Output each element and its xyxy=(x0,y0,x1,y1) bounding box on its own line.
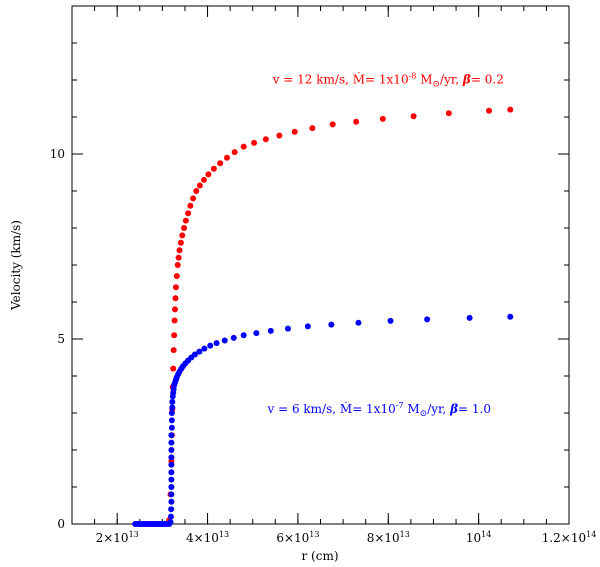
data-point xyxy=(223,154,230,161)
data-point xyxy=(185,210,192,217)
data-point xyxy=(168,439,175,446)
data-point xyxy=(217,160,224,167)
data-point xyxy=(168,461,175,468)
data-point xyxy=(172,306,179,313)
data-point xyxy=(213,340,220,347)
data-point xyxy=(169,398,176,405)
data-point xyxy=(168,498,175,505)
data-point xyxy=(262,136,269,143)
x-tick-labels: 2×1013 4×1013 6×1013 8×1013 1014 1.2×1014 xyxy=(96,530,597,545)
data-point xyxy=(253,330,260,337)
data-point xyxy=(387,317,394,324)
data-point xyxy=(304,323,311,330)
y-tick-label: 10 xyxy=(50,147,65,161)
data-point xyxy=(221,337,228,344)
data-point xyxy=(210,165,217,172)
data-point xyxy=(168,447,175,453)
data-point xyxy=(191,351,198,358)
y-tick-label: 0 xyxy=(57,517,65,531)
series-1 xyxy=(132,106,514,527)
major-ticks xyxy=(72,6,570,525)
data-point xyxy=(196,348,203,355)
data-point xyxy=(187,202,194,209)
data-point xyxy=(173,273,180,280)
x-tick-label: 1.2×1014 xyxy=(542,530,597,545)
data-point xyxy=(168,469,175,476)
data-point xyxy=(240,332,247,339)
data-point xyxy=(251,139,258,146)
data-point xyxy=(329,121,336,128)
data-point xyxy=(410,113,417,120)
y-axis-title: Velocity (km/s) xyxy=(9,220,23,311)
data-point xyxy=(205,171,212,178)
data-point xyxy=(175,254,182,261)
data-point xyxy=(353,118,360,125)
data-point xyxy=(231,149,238,156)
data-point xyxy=(168,424,175,431)
data-point xyxy=(193,188,200,194)
data-point xyxy=(168,417,175,424)
data-point xyxy=(171,332,178,339)
data-point xyxy=(168,491,175,498)
data-point xyxy=(284,325,291,332)
data-point xyxy=(355,319,362,326)
y-tick-labels: 0 5 10 xyxy=(50,147,65,531)
data-point xyxy=(177,239,184,246)
data-point xyxy=(181,225,188,231)
data-point xyxy=(182,217,189,224)
data-point xyxy=(167,513,174,520)
data-point xyxy=(190,195,197,202)
data-point xyxy=(196,182,203,189)
x-tick-label: 2×1013 xyxy=(96,530,139,545)
data-point xyxy=(291,128,298,135)
data-point xyxy=(170,365,177,372)
data-point xyxy=(168,484,175,490)
data-point xyxy=(267,327,274,334)
data-point xyxy=(466,314,473,321)
data-point xyxy=(179,232,186,239)
data-point xyxy=(168,506,175,513)
data-point xyxy=(445,110,452,117)
data-point xyxy=(240,143,247,150)
data-point xyxy=(328,321,335,328)
x-tick-label: 4×1013 xyxy=(186,530,229,545)
data-point xyxy=(168,454,175,461)
data-point xyxy=(507,313,514,320)
data-point xyxy=(168,432,175,439)
data-point xyxy=(486,107,493,114)
data-point xyxy=(200,176,207,183)
y-tick-label: 5 xyxy=(57,332,65,346)
data-point xyxy=(176,247,183,254)
data-point xyxy=(169,404,176,411)
data-point xyxy=(172,284,179,291)
data-point xyxy=(230,334,237,341)
data-point xyxy=(276,132,283,139)
data-point xyxy=(171,317,178,324)
data-point xyxy=(507,106,514,113)
data-point xyxy=(170,347,177,354)
x-tick-label: 6×1013 xyxy=(276,530,319,545)
data-point xyxy=(168,410,175,416)
x-tick-label: 1014 xyxy=(466,530,491,545)
data-point xyxy=(207,342,214,349)
x-axis-title: r (cm) xyxy=(301,549,338,563)
x-tick-label: 8×1013 xyxy=(367,530,410,545)
data-point xyxy=(309,125,316,132)
data-point xyxy=(168,476,175,483)
series-annotation: v = 12 km/s, Ṁ= 1x10-8 M⊙/yr, β= 0.2 xyxy=(272,72,504,90)
series-annotation: v = 6 km/s, Ṁ= 1x10-7 M⊙/yr, β= 1.0 xyxy=(266,401,490,419)
data-point xyxy=(424,316,431,323)
data-point xyxy=(174,262,181,268)
series-points xyxy=(132,106,514,527)
series-2 xyxy=(132,313,514,527)
data-point xyxy=(167,519,174,526)
data-point xyxy=(379,115,386,122)
data-point xyxy=(172,295,179,302)
annotations: v = 12 km/s, Ṁ= 1x10-8 M⊙/yr, β= 0.2 v = … xyxy=(266,72,503,419)
data-point xyxy=(201,345,208,352)
